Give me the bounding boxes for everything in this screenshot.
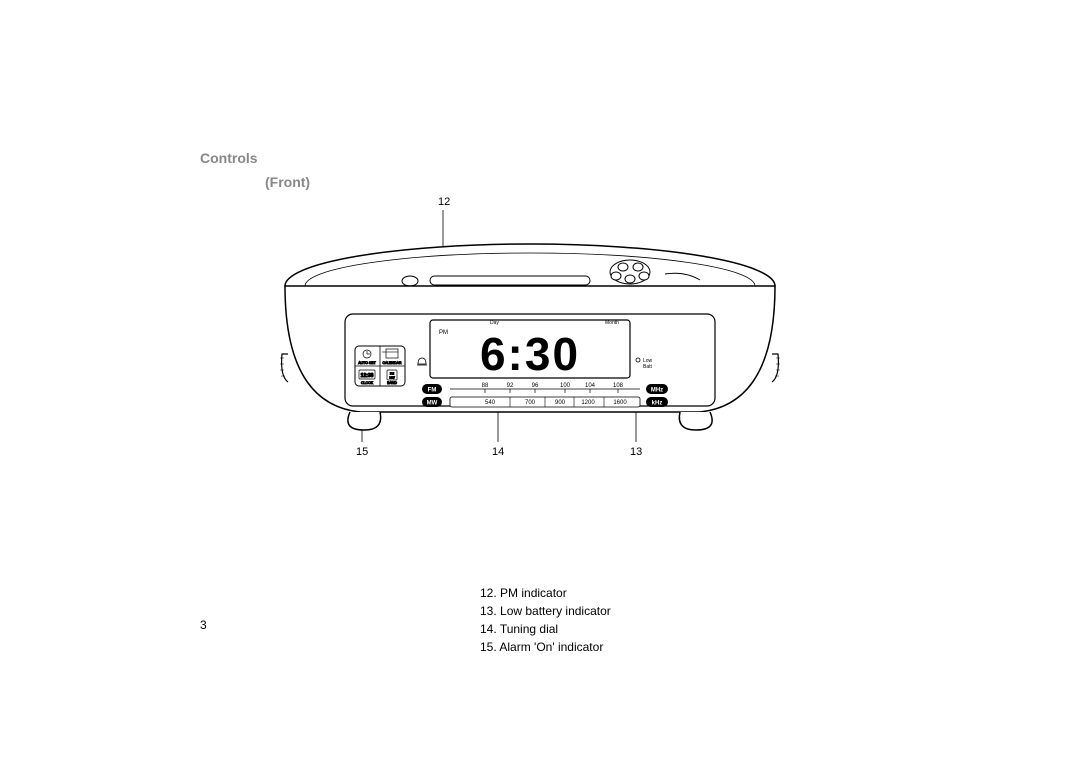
svg-text:MHz: MHz bbox=[651, 388, 663, 394]
left-button-grid: AUTO SET CALENDAR 12:38 CLOCK bbox=[355, 346, 405, 386]
legend-item: 15. Alarm 'On' indicator bbox=[480, 638, 880, 656]
svg-text:FM: FM bbox=[428, 388, 437, 394]
clock-diagram: 12 15 14 13 bbox=[260, 194, 820, 464]
heading-front: (Front) bbox=[265, 174, 880, 190]
svg-text:1200: 1200 bbox=[581, 400, 595, 406]
legend-item: 13. Low battery indicator bbox=[480, 602, 880, 620]
svg-text:1600: 1600 bbox=[613, 400, 627, 406]
callout-15: 15 bbox=[356, 446, 368, 458]
svg-text:540: 540 bbox=[485, 400, 496, 406]
svg-text:900: 900 bbox=[555, 400, 566, 406]
callout-13: 13 bbox=[630, 446, 642, 458]
callout-12: 12 bbox=[438, 196, 450, 208]
svg-text:kHz: kHz bbox=[652, 401, 663, 407]
lcd-month-label: Month bbox=[605, 320, 619, 326]
lcd-batt: Batt bbox=[643, 364, 653, 370]
callout-14: 14 bbox=[492, 446, 504, 458]
svg-text:92: 92 bbox=[507, 383, 514, 389]
svg-text:MW: MW bbox=[427, 401, 438, 407]
legend-item: 14. Tuning dial bbox=[480, 620, 880, 638]
svg-text:BAND: BAND bbox=[387, 381, 397, 385]
page-number: 3 bbox=[200, 618, 207, 632]
svg-text:100: 100 bbox=[560, 383, 571, 389]
svg-text:88: 88 bbox=[482, 383, 489, 389]
heading-controls: Controls bbox=[200, 150, 880, 166]
svg-text:CLOCK: CLOCK bbox=[361, 381, 374, 385]
svg-text:108: 108 bbox=[613, 383, 624, 389]
lcd-time: 6:30 bbox=[480, 328, 580, 380]
svg-text:MW: MW bbox=[389, 376, 394, 380]
svg-text:104: 104 bbox=[585, 383, 596, 389]
clock-svg: PM Day Month 6:30 Low Batt bbox=[260, 194, 820, 464]
clock-body: PM Day Month 6:30 Low Batt bbox=[280, 244, 780, 430]
lcd-pm-label: PM bbox=[439, 330, 448, 336]
svg-text:700: 700 bbox=[525, 400, 536, 406]
svg-text:12:38: 12:38 bbox=[361, 373, 374, 379]
legend-item: 12. PM indicator bbox=[480, 584, 880, 602]
svg-text:AUTO SET: AUTO SET bbox=[358, 361, 376, 365]
svg-text:CALENDAR: CALENDAR bbox=[382, 361, 402, 365]
mw-scale: MW 540 700 900 1200 1600 kHz bbox=[422, 397, 668, 407]
lcd-day-label: Day bbox=[490, 320, 499, 326]
svg-text:96: 96 bbox=[532, 383, 539, 389]
legend: 12. PM indicator 13. Low battery indicat… bbox=[480, 584, 880, 656]
